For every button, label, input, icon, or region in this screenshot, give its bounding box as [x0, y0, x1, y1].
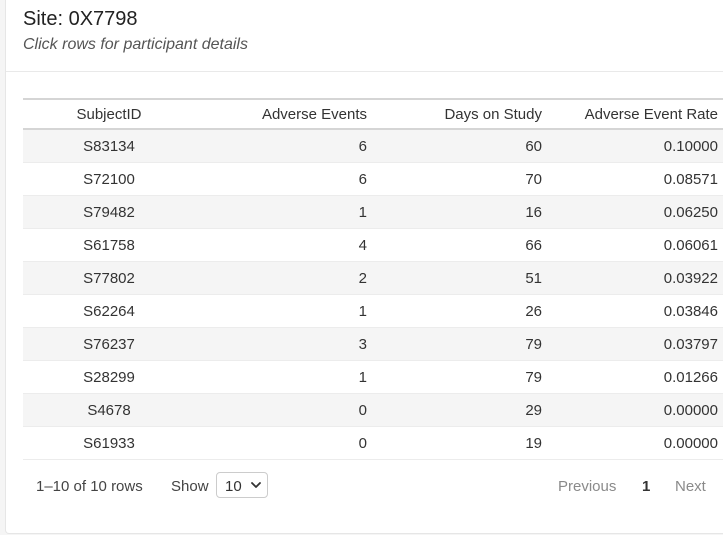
cell-adverse-events: 4: [195, 228, 367, 262]
cell-adverse-events: 2: [195, 261, 367, 295]
next-page-button[interactable]: Next: [675, 478, 706, 495]
cell-days-on-study: 79: [367, 360, 542, 394]
cell-adverse-events: 6: [195, 129, 367, 163]
cell-adverse-event-rate: 0.03846: [542, 294, 723, 328]
cell-adverse-events: 1: [195, 294, 367, 328]
cell-adverse-events: 1: [195, 195, 367, 229]
card-header: Site: 0X7798 Click rows for participant …: [6, 0, 723, 72]
page-size-select[interactable]: 10: [216, 472, 268, 498]
table-row[interactable]: S79482 1 16 0.06250: [23, 195, 723, 229]
table-footer: 1–10 of 10 rows Show 10 Previous 1 Next: [23, 472, 723, 502]
cell-subject-id: S77802: [23, 261, 195, 295]
table-row[interactable]: S83134 6 60 0.10000: [23, 129, 723, 163]
cell-days-on-study: 16: [367, 195, 542, 229]
cell-adverse-events: 6: [195, 162, 367, 196]
cell-subject-id: S61933: [23, 426, 195, 460]
table-row[interactable]: S61933 0 19 0.00000: [23, 426, 723, 460]
cell-days-on-study: 70: [367, 162, 542, 196]
cell-subject-id: S61758: [23, 228, 195, 262]
participants-table-wrapper: SubjectID Adverse Events Days on Study A…: [23, 98, 723, 460]
cell-adverse-events: 0: [195, 393, 367, 427]
cell-days-on-study: 29: [367, 393, 542, 427]
cell-adverse-events: 1: [195, 360, 367, 394]
site-title: Site: 0X7798: [23, 8, 138, 30]
cell-adverse-event-rate: 0.00000: [542, 393, 723, 427]
cell-adverse-event-rate: 0.03922: [542, 261, 723, 295]
table-row[interactable]: S62264 1 26 0.03846: [23, 294, 723, 328]
table-row[interactable]: S77802 2 51 0.03922: [23, 261, 723, 295]
previous-page-button[interactable]: Previous: [558, 478, 617, 495]
cell-days-on-study: 79: [367, 327, 542, 361]
table-row[interactable]: S4678 0 29 0.00000: [23, 393, 723, 427]
cell-days-on-study: 26: [367, 294, 542, 328]
cell-adverse-events: 3: [195, 327, 367, 361]
column-header-adverse-events[interactable]: Adverse Events: [261, 105, 367, 123]
page-size-value: 10: [225, 478, 242, 495]
cell-subject-id: S62264: [23, 294, 195, 328]
cell-adverse-event-rate: 0.00000: [542, 426, 723, 460]
site-card: Site: 0X7798 Click rows for participant …: [5, 0, 723, 534]
cell-subject-id: S83134: [23, 129, 195, 163]
cell-days-on-study: 19: [367, 426, 542, 460]
cell-days-on-study: 60: [367, 129, 542, 163]
cell-adverse-events: 0: [195, 426, 367, 460]
cell-adverse-event-rate: 0.06061: [542, 228, 723, 262]
page-size-label: Show: [171, 478, 209, 495]
table-row[interactable]: S76237 3 79 0.03797: [23, 327, 723, 361]
column-header-adverse-event-rate[interactable]: Adverse Event Rate: [584, 105, 718, 123]
cell-adverse-event-rate: 0.01266: [542, 360, 723, 394]
table-row[interactable]: S72100 6 70 0.08571: [23, 162, 723, 196]
cell-days-on-study: 51: [367, 261, 542, 295]
cell-days-on-study: 66: [367, 228, 542, 262]
cell-adverse-event-rate: 0.03797: [542, 327, 723, 361]
page-1-button[interactable]: 1: [642, 478, 651, 495]
row-count-info: 1–10 of 10 rows: [36, 478, 143, 495]
participants-table: SubjectID Adverse Events Days on Study A…: [23, 98, 723, 460]
cell-subject-id: S4678: [23, 393, 195, 427]
column-header-days-on-study[interactable]: Days on Study: [444, 105, 542, 123]
site-subtitle: Click rows for participant details: [23, 36, 248, 53]
cell-subject-id: S76237: [23, 327, 195, 361]
cell-adverse-event-rate: 0.10000: [542, 129, 723, 163]
cell-subject-id: S72100: [23, 162, 195, 196]
column-header-subject-id[interactable]: SubjectID: [76, 105, 142, 123]
cell-subject-id: S79482: [23, 195, 195, 229]
cell-adverse-event-rate: 0.08571: [542, 162, 723, 196]
table-row[interactable]: S61758 4 66 0.06061: [23, 228, 723, 262]
table-row[interactable]: S28299 1 79 0.01266: [23, 360, 723, 394]
table-header-row: SubjectID Adverse Events Days on Study A…: [23, 99, 723, 129]
cell-adverse-event-rate: 0.06250: [542, 195, 723, 229]
chevron-down-icon: [251, 482, 261, 488]
cell-subject-id: S28299: [23, 360, 195, 394]
